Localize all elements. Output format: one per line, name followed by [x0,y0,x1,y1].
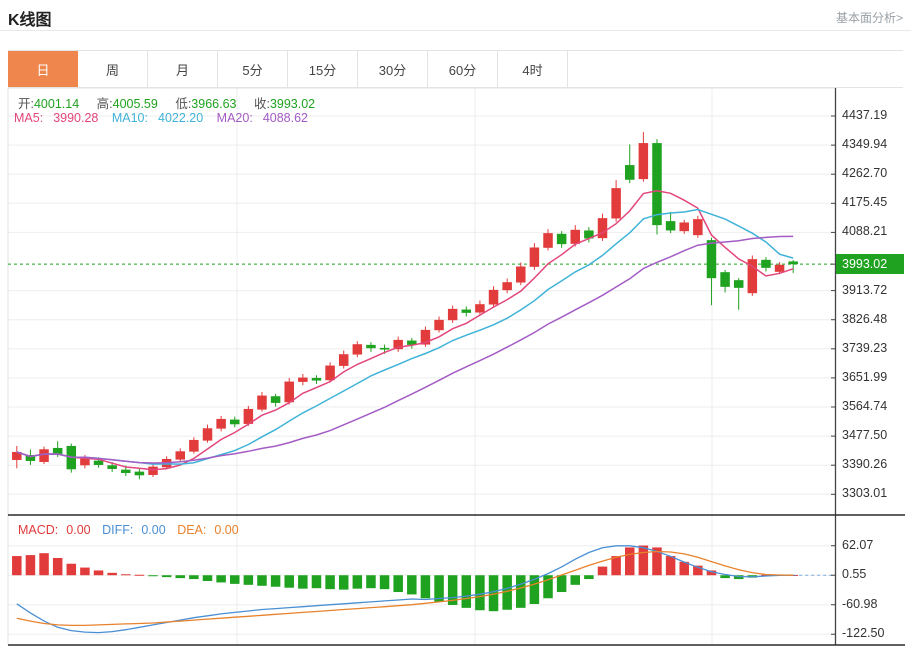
ma-legend: MA5: 3990.28 MA10: 4022.20 MA20: 4088.62 [14,111,318,125]
ohlc-legend: 开:4001.14 高:4005.59 低:3966.63 收:3993.02 [18,93,329,112]
tab-15min[interactable]: 15分 [288,51,358,87]
diff-value: 0.00 [141,523,166,537]
ma10-value: 4022.20 [158,111,204,125]
price-axis-label: 3303.01 [842,486,888,501]
ma20-value: 4088.62 [262,111,308,125]
current-price-badge: 3993.02 [836,254,904,274]
ma10-label: MA10: [111,111,148,125]
tab-30min[interactable]: 30分 [358,51,428,87]
price-axis-label: 4349.94 [842,137,888,152]
fundamental-analysis-link[interactable]: 基本面分析> [835,11,903,25]
price-axis-label: -122.50 [842,626,885,641]
ma5-label: MA5: [14,111,44,125]
price-axis-label: 3564.74 [842,399,888,413]
macd-label: MACD: [18,523,59,537]
price-axis-label: 3390.26 [842,457,888,472]
price-axis-label: 3739.23 [842,340,888,355]
page-title: K线图 [8,12,52,29]
open-label: 开: [18,97,34,111]
tab-week[interactable]: 周 [78,51,148,87]
price-axis-label: 62.07 [842,537,874,552]
tab-month[interactable]: 月 [148,51,218,87]
high-label: 高: [96,97,113,111]
price-axis-label: 4175.45 [842,195,888,210]
diff-label: DIFF: [102,523,134,537]
price-axis-label: 4437.19 [842,108,888,122]
price-axis-label: 4088.21 [842,224,888,239]
close-label: 收: [253,97,270,111]
tab-60min[interactable]: 60分 [428,51,498,87]
price-axis-label: 3477.50 [842,428,888,443]
tab-4hour[interactable]: 4时 [498,51,568,87]
price-axis-label: 3913.72 [842,282,888,297]
price-axis-label: 3826.48 [842,311,888,326]
price-axis-label: 4262.70 [842,166,888,181]
price-axis-label: -60.98 [842,596,878,611]
price-axis-label: 3651.99 [842,369,888,384]
tab-day[interactable]: 日 [8,51,78,87]
dea-label: DEA: [177,523,207,537]
high-value: 4005.59 [112,97,158,111]
dea-value: 0.00 [214,523,239,537]
low-label: 低: [175,97,192,111]
tab-5min[interactable]: 5分 [218,51,288,87]
ma5-value: 3990.28 [53,111,99,125]
low-value: 3966.63 [191,97,237,111]
macd-value: 0.00 [66,523,91,537]
price-axis-label: 0.55 [842,567,867,582]
macd-legend: MACD: 0.00 DIFF: 0.00 DEA: 0.00 [18,523,247,537]
ma20-label: MA20: [216,111,253,125]
title-divider [0,30,911,31]
close-value: 3993.02 [269,97,316,111]
open-value: 4001.14 [33,97,80,111]
